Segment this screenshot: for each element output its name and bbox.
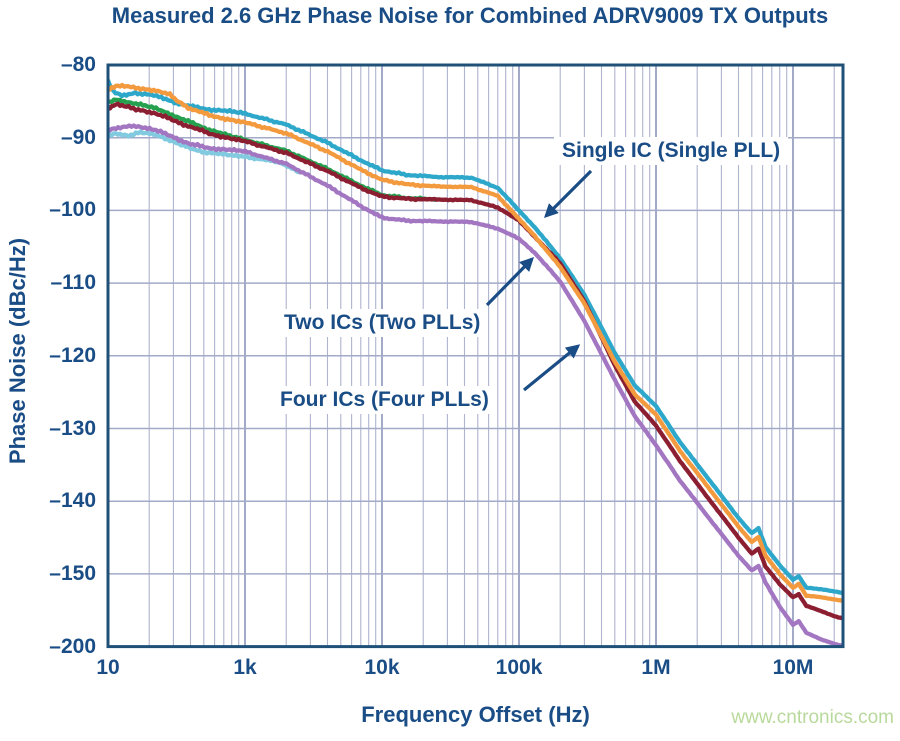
y-tick--130: –130 — [49, 416, 96, 440]
annotation-arrow-1 — [485, 256, 534, 307]
annotation-arrow-2 — [522, 344, 581, 392]
series-0 — [107, 129, 302, 175]
y-tick--200: –200 — [49, 634, 96, 658]
chart-title: Measured 2.6 GHz Phase Noise for Combine… — [111, 3, 829, 28]
y-tick--140: –140 — [49, 489, 96, 513]
series-2 — [107, 78, 844, 595]
annotation-two-ics: Two ICs (Two PLLs) — [276, 309, 489, 337]
series-3 — [107, 123, 844, 648]
plot-border — [106, 63, 845, 649]
y-tick--90: –90 — [60, 125, 96, 149]
y-tick--120: –120 — [49, 343, 96, 367]
annotation-four-ics: Four ICs (Four PLLs) — [272, 386, 497, 414]
y-tick--100: –100 — [49, 198, 96, 222]
series-4 — [107, 101, 844, 621]
y-tick--80: –80 — [60, 53, 96, 76]
annotation-single-ic: Single IC (Single PLL) — [554, 137, 789, 165]
y-tick--150: –150 — [49, 561, 96, 585]
x-tick-10: 10 — [96, 656, 120, 679]
x-tick-10k: 10k — [364, 656, 400, 679]
x-tick-10M: 10M — [772, 656, 814, 679]
x-tick-1M: 1M — [641, 656, 671, 679]
y-tick--110: –110 — [50, 271, 96, 295]
x-axis-title: Frequency Offset (Hz) — [361, 702, 590, 727]
series-5 — [107, 82, 844, 604]
x-tick-100k: 100k — [495, 656, 543, 679]
watermark-text: www.cntronics.com — [731, 707, 894, 728]
x-tick-1k: 1k — [233, 656, 257, 679]
annotation-arrow-0 — [544, 169, 593, 218]
